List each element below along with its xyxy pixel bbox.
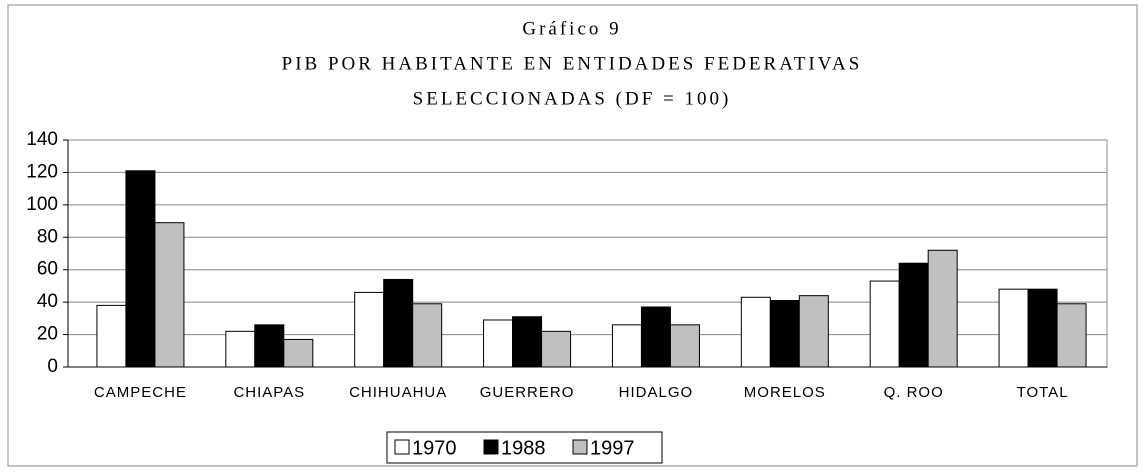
bar	[354, 291, 385, 368]
y-tick-label: 60	[37, 259, 58, 280]
y-tick-label: 0	[47, 356, 58, 377]
bar	[798, 295, 829, 368]
bar	[740, 296, 771, 368]
legend-label: 1988	[501, 437, 546, 459]
bar	[1027, 288, 1058, 368]
bar	[283, 338, 314, 368]
x-tick-label: TOTAL	[1017, 384, 1069, 401]
bar	[669, 324, 700, 368]
bar	[640, 306, 671, 368]
y-tick-label: 80	[37, 226, 58, 247]
bar	[225, 330, 256, 368]
y-tick-label: 120	[26, 161, 58, 182]
bar	[611, 324, 642, 368]
bar	[125, 170, 156, 368]
bar	[898, 262, 929, 368]
bar	[927, 249, 958, 368]
x-tick-label: CAMPECHE	[94, 384, 187, 401]
x-tick-label: HIDALGO	[619, 384, 694, 401]
x-tick-label: MORELOS	[744, 384, 826, 401]
legend-swatch	[572, 439, 588, 455]
legend-label: 1970	[412, 437, 457, 459]
bar	[541, 330, 572, 368]
bar	[998, 288, 1029, 368]
bar	[512, 316, 543, 368]
bar	[96, 304, 127, 368]
legend-box	[386, 431, 663, 464]
frame	[7, 4, 1138, 467]
x-tick-label: CHIAPAS	[233, 384, 305, 401]
x-tick-label: CHIHUAHUA	[349, 384, 447, 401]
legend-label: 1997	[590, 437, 635, 459]
legend-swatch	[483, 439, 499, 455]
x-tick-label: GUERRERO	[480, 384, 575, 401]
y-tick-label: 40	[37, 291, 58, 312]
bar	[483, 319, 514, 368]
bar	[154, 222, 185, 368]
y-tick-label: 100	[26, 194, 58, 215]
x-tick-label: Q. ROO	[884, 384, 944, 401]
bar	[383, 278, 414, 368]
chart-subtitle: PIB POR HABITANTE EN ENTIDADES FEDERATIV…	[282, 53, 863, 74]
bar	[1056, 303, 1087, 368]
chart-title: Gráfico 9	[522, 18, 621, 39]
bar	[412, 303, 443, 368]
legend-swatch	[394, 439, 410, 455]
bar	[254, 324, 285, 368]
y-tick-label: 20	[37, 324, 58, 345]
bar	[769, 300, 800, 368]
chart-subtitle: SELECCIONADAS (DF = 100)	[413, 88, 732, 109]
y-tick-label: 140	[26, 129, 58, 150]
bar	[869, 280, 900, 368]
